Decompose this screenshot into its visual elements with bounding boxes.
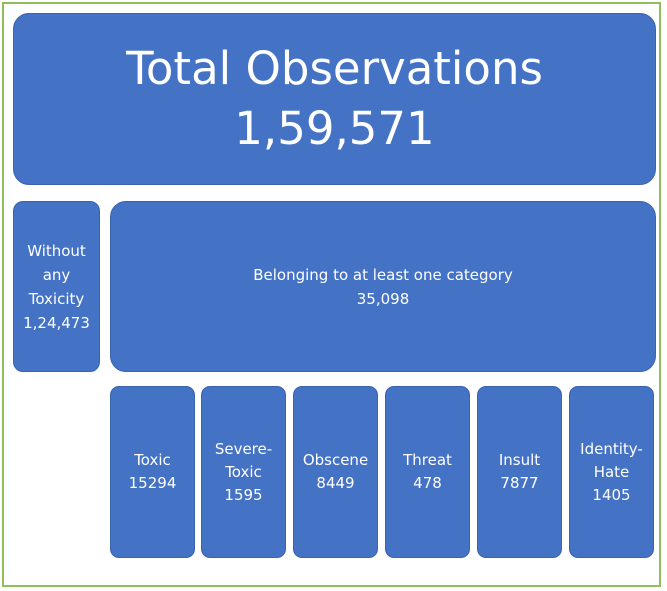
without-toxicity-label: Without any Toxicity — [27, 241, 86, 308]
at-least-one-category-label: Belonging to at least one category — [253, 265, 513, 284]
category-box-toxic: Toxic 15294 — [110, 386, 195, 558]
category-box-insult: Insult 7877 — [477, 386, 562, 558]
total-observations-title: Total Observations — [126, 42, 543, 95]
category-box-obscene: Obscene 8449 — [293, 386, 378, 558]
category-label: Identity-Hate — [580, 439, 643, 481]
category-value: 8449 — [316, 474, 355, 492]
total-observations-box: Total Observations 1,59,571 — [13, 13, 656, 185]
total-observations-value: 1,59,571 — [234, 102, 435, 155]
category-box-threat: Threat 478 — [385, 386, 470, 558]
category-box-identity-hate: Identity-Hate 1405 — [569, 386, 654, 558]
without-toxicity-box: Without any Toxicity 1,24,473 — [13, 201, 100, 372]
category-value: 7877 — [500, 474, 539, 492]
category-label: Toxic — [134, 451, 171, 469]
category-value: 15294 — [128, 474, 177, 492]
category-box-severe-toxic: Severe-Toxic 1595 — [201, 386, 286, 558]
at-least-one-category-value: 35,098 — [356, 289, 410, 308]
category-label: Insult — [498, 451, 541, 469]
category-label: Obscene — [302, 451, 369, 469]
without-toxicity-value: 1,24,473 — [23, 313, 90, 332]
category-value: 1595 — [224, 485, 263, 504]
category-value: 478 — [413, 474, 442, 492]
category-label: Severe-Toxic — [214, 439, 273, 481]
at-least-one-category-box: Belonging to at least one category 35,09… — [110, 201, 656, 372]
category-label: Threat — [403, 451, 452, 469]
diagram-frame — [2, 2, 661, 587]
category-value: 1405 — [592, 485, 631, 504]
